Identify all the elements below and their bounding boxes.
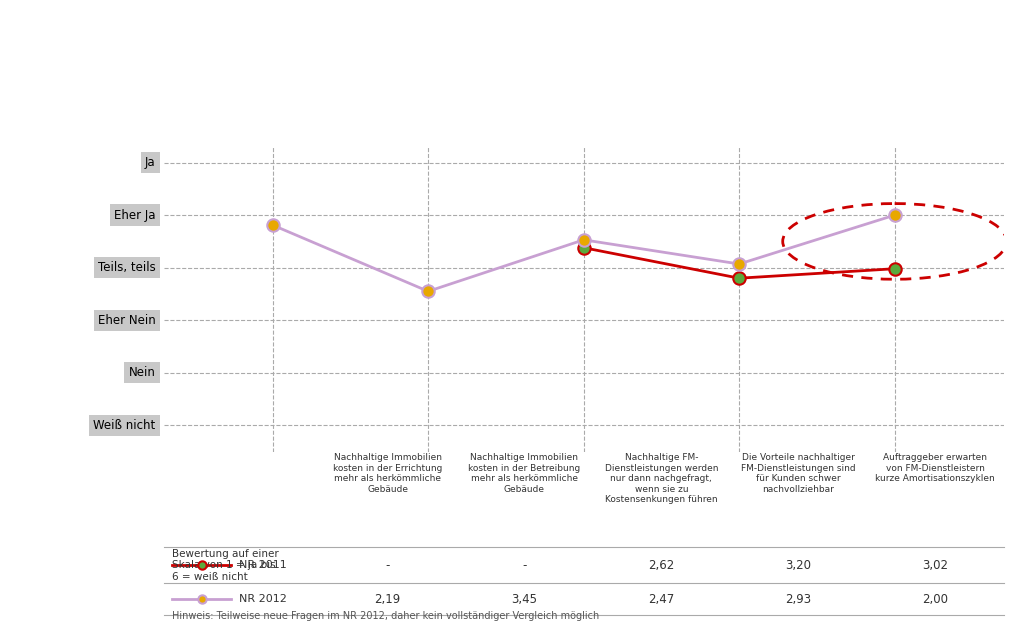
Point	[575, 235, 592, 245]
Point	[731, 273, 748, 283]
Text: NR 2012: NR 2012	[240, 594, 288, 605]
Text: 3,02: 3,02	[922, 559, 948, 572]
Text: 2012: 2012	[760, 109, 814, 128]
Text: Nachhaltige Immobilien
kosten in der Betreibung
mehr als herkömmliche
Gebäude: Nachhaltige Immobilien kosten in der Bet…	[468, 453, 581, 493]
Text: Nachhaltige Immobilien
kosten in der Errichtung
mehr als herkömmliche
Gebäude: Nachhaltige Immobilien kosten in der Err…	[333, 453, 442, 493]
Point	[731, 259, 748, 269]
Text: Ja: Ja	[144, 156, 156, 169]
Text: -: -	[385, 559, 390, 572]
Point	[887, 210, 903, 220]
Text: 2,93: 2,93	[785, 592, 811, 606]
Text: FM-Dienstleistungen im Vergleich: FM-Dienstleistungen im Vergleich	[180, 109, 559, 128]
Text: Nachhaltige FM-
Dienstleistungen werden
nur dann nachgefragt,
wenn sie zu
Kosten: Nachhaltige FM- Dienstleistungen werden …	[604, 453, 718, 504]
Text: WISAG Nachhaltigkeitsradar 2012: WISAG Nachhaltigkeitsradar 2012	[180, 26, 440, 41]
Text: 2011: 2011	[666, 109, 720, 128]
Text: Weiß nicht: Weiß nicht	[93, 419, 156, 432]
Text: Teils, teils: Teils, teils	[97, 261, 156, 274]
Text: Hinweis: Teilweise neue Fragen im NR 2012, daher kein vollständiger Vergleich mö: Hinweis: Teilweise neue Fragen im NR 201…	[172, 611, 599, 620]
Text: Bewertung auf einer
Skala von 1 = ja bis
6 = weiß nicht: Bewertung auf einer Skala von 1 = ja bis…	[172, 549, 279, 582]
Text: und: und	[714, 109, 769, 128]
Text: NR 2011: NR 2011	[240, 560, 287, 570]
Text: 3,20: 3,20	[785, 559, 811, 572]
Text: 2,19: 2,19	[375, 592, 400, 606]
Point	[420, 286, 436, 297]
Text: Die Vorteile nachhaltiger
FM-Dienstleistungen sind
für Kunden schwer
nachvollzie: Die Vorteile nachhaltiger FM-Dienstleist…	[741, 453, 855, 493]
Text: 3,45: 3,45	[511, 592, 538, 606]
Text: Eher Nein: Eher Nein	[97, 314, 156, 327]
Point	[887, 264, 903, 274]
Point	[575, 243, 592, 253]
Point	[264, 220, 281, 231]
Text: Nein: Nein	[129, 366, 156, 379]
Text: 2,62: 2,62	[648, 559, 675, 572]
Text: Wahrnehmung Kosten / Einschätzungen nachhaltiger: Wahrnehmung Kosten / Einschätzungen nach…	[180, 64, 764, 83]
Text: -: -	[522, 559, 526, 572]
Text: 2,00: 2,00	[922, 592, 948, 606]
Text: 2,47: 2,47	[648, 592, 675, 606]
Text: Auftraggeber erwarten
von FM-Dienstleistern
kurze Amortisationszyklen: Auftraggeber erwarten von FM-Dienstleist…	[876, 453, 995, 483]
Text: Eher Ja: Eher Ja	[114, 209, 156, 222]
